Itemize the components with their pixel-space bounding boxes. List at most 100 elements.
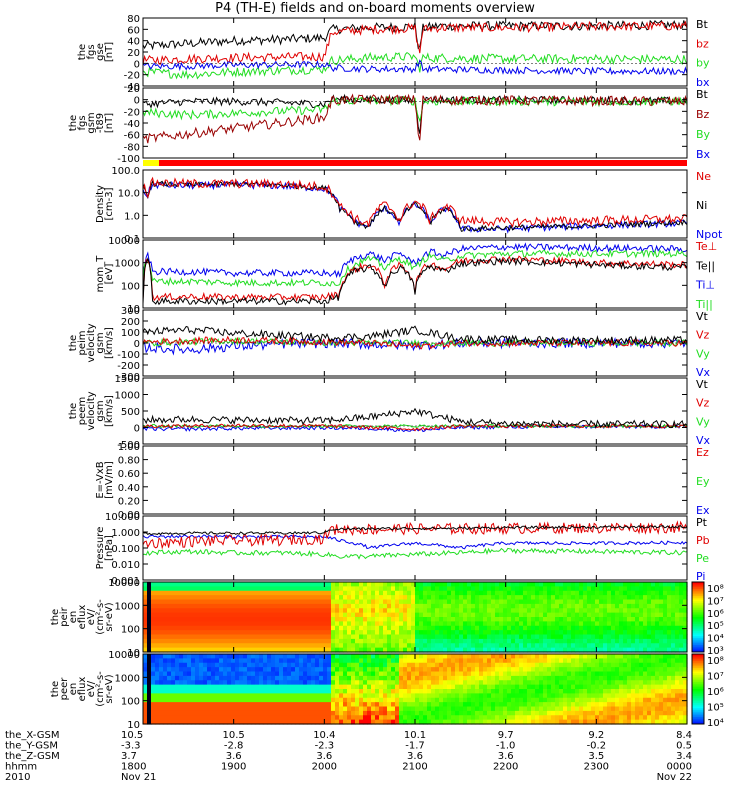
heatmap-cell: [375, 638, 380, 644]
heatmap-cell: [423, 706, 428, 712]
heatmap-cell: [439, 667, 444, 673]
heatmap-cell: [475, 658, 480, 664]
heatmap-cell: [151, 647, 156, 653]
heatmap-cell: [471, 715, 476, 721]
heatmap-cell: [639, 582, 644, 587]
heatmap-cell: [595, 647, 600, 653]
heatmap-cell: [507, 706, 512, 712]
heatmap-cell: [267, 608, 272, 614]
heatmap-cell: [459, 675, 464, 681]
heatmap-cell: [435, 590, 440, 596]
heatmap-cell: [655, 715, 660, 721]
heatmap-cell: [415, 638, 420, 644]
heatmap-cell: [307, 680, 312, 686]
heatmap-cell: [351, 719, 356, 725]
heatmap-cell: [575, 590, 580, 596]
heatmap-cell: [463, 621, 468, 627]
heatmap-cell: [539, 680, 544, 686]
heatmap-cell: [443, 625, 448, 631]
heatmap-cell: [227, 647, 232, 653]
heatmap-cell: [563, 595, 568, 601]
heatmap-cell: [559, 654, 564, 659]
heatmap-cell: [315, 715, 320, 721]
heatmap-cell: [455, 582, 460, 587]
heatmap-cell: [655, 697, 660, 703]
heatmap-cell: [555, 693, 560, 699]
heatmap-cell: [239, 625, 244, 631]
heatmap-cell: [651, 625, 656, 631]
heatmap-cell: [551, 638, 556, 644]
heatmap-cell: [195, 647, 200, 653]
heatmap-cell: [239, 595, 244, 601]
heatmap-cell: [371, 586, 376, 592]
heatmap-cell: [439, 590, 444, 596]
heatmap-cell: [379, 617, 384, 622]
ephemeris-row-label: hhmm: [5, 762, 37, 773]
heatmap-cell: [387, 634, 392, 640]
heatmap-cell: [531, 608, 536, 614]
heatmap-cell: [143, 599, 148, 605]
heatmap-cell: [679, 693, 684, 699]
heatmap-cell: [403, 654, 408, 659]
heatmap-cell: [675, 586, 680, 592]
heatmap-cell: [383, 647, 388, 653]
heatmap-cell: [635, 706, 640, 712]
heatmap-cell: [367, 662, 372, 668]
heatmap-cell: [383, 697, 388, 703]
heatmap-cell: [179, 603, 184, 609]
heatmap-cell: [387, 680, 392, 686]
heatmap-cell: [399, 638, 404, 644]
heatmap-cell: [411, 582, 416, 587]
heatmap-cell: [347, 608, 352, 614]
heatmap-cell: [531, 710, 536, 716]
heatmap-cell: [583, 654, 588, 659]
heatmap-cell: [579, 689, 584, 694]
heatmap-cell: [671, 647, 676, 653]
heatmap-cell: [223, 702, 228, 708]
heatmap-cell: [375, 715, 380, 721]
heatmap-cell: [303, 643, 308, 649]
heatmap-cell: [367, 689, 372, 694]
heatmap-cell: [379, 689, 384, 694]
heatmap-cell: [271, 693, 276, 699]
heatmap-cell: [355, 630, 360, 636]
heatmap-cell: [375, 702, 380, 708]
heatmap-cell: [319, 684, 324, 690]
heatmap-cell: [419, 617, 424, 622]
heatmap-cell: [283, 719, 288, 725]
heatmap-cell: [395, 697, 400, 703]
legend-label: Pt: [696, 516, 708, 529]
heatmap-cell: [235, 625, 240, 631]
heatmap-cell: [359, 689, 364, 694]
heatmap-cell: [379, 658, 384, 664]
heatmap-cell: [635, 630, 640, 636]
colorbar-segment: [692, 594, 704, 597]
heatmap-cell: [431, 608, 436, 614]
heatmap-cell: [259, 671, 264, 677]
heatmap-cell: [647, 702, 652, 708]
heatmap-cell: [435, 662, 440, 668]
heatmap-cell: [479, 658, 484, 664]
heatmap-cell: [659, 680, 664, 686]
heatmap-cell: [299, 658, 304, 664]
heatmap-cell: [623, 693, 628, 699]
heatmap-cell: [303, 675, 308, 681]
heatmap-cell: [511, 675, 516, 681]
heatmap-cell: [307, 697, 312, 703]
heatmap-cell: [539, 634, 544, 640]
heatmap-cell: [435, 603, 440, 609]
heatmap-cell: [655, 654, 660, 659]
heatmap-cell: [315, 634, 320, 640]
heatmap-cell: [555, 595, 560, 601]
heatmap-cell: [679, 658, 684, 664]
heatmap-cell: [479, 702, 484, 708]
heatmap-cell: [615, 719, 620, 725]
heatmap-cell: [599, 595, 604, 601]
heatmap-cell: [171, 667, 176, 673]
heatmap-cell: [355, 643, 360, 649]
legend-label: Pb: [696, 534, 710, 547]
heatmap-cell: [291, 630, 296, 636]
heatmap-cell: [167, 658, 172, 664]
series-pressure-Pi: [142, 534, 688, 550]
heatmap-cell: [471, 621, 476, 627]
